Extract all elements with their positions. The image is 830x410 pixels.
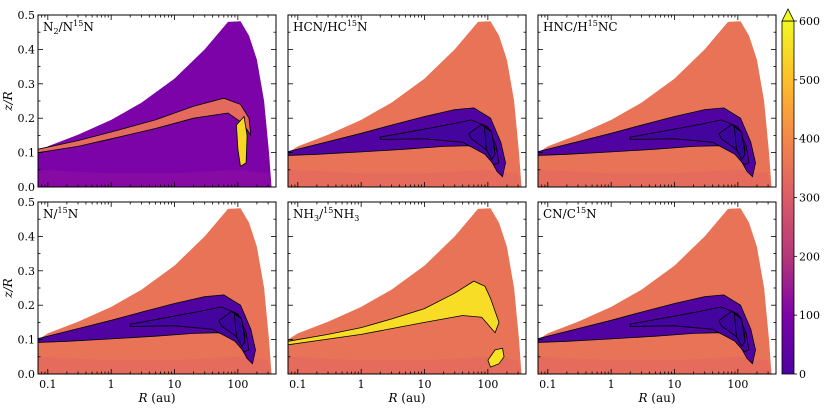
x-tick-label: 100 (727, 378, 748, 391)
x-tick-label: 10 (418, 378, 432, 391)
colorbar-tick-label: 100 (799, 309, 820, 322)
colorbar-tick-label: 200 (799, 250, 820, 263)
depleted-core-contour-200 (629, 306, 750, 353)
y-axis-label: z/R (1, 278, 15, 298)
axis-labels: R (au) R (au) R (au) z/R z/R (1, 91, 676, 405)
x-tick-label: 1 (108, 378, 115, 391)
depleted-spot-contour-100 (733, 312, 746, 348)
depleted-core-contour-200 (379, 119, 500, 166)
colorbar-tick-label: 500 (799, 74, 820, 87)
y-tick-label: 0.1 (18, 147, 36, 160)
midplane-region (538, 169, 772, 187)
enriched-hotspot (487, 347, 505, 368)
x-tick-label: 100 (477, 378, 498, 391)
depleted-spot-contour-100 (483, 125, 496, 161)
x-tick-label: 0.1 (539, 378, 557, 391)
x-axis-label: R (au) (637, 391, 675, 405)
enriched-band-contour (37, 97, 252, 154)
x-tick-label: 10 (168, 378, 182, 391)
colorbar-tick-label: 400 (799, 133, 820, 146)
x-axis-label: R (au) (387, 391, 425, 405)
y-tick-label: 0.3 (18, 265, 36, 278)
panel-n2: 0.0 0.1 0.2 0.3 0.4 0.5 N2​/N15​N (18, 9, 277, 194)
depleted-spot-contour-100 (233, 312, 246, 348)
y-tick-label: 0.5 (18, 9, 36, 22)
x-tick-label: 1 (358, 378, 365, 391)
colorbar-tick-label: 600 (799, 15, 820, 28)
x-axis-label: R (au) (137, 391, 175, 405)
x-tick-label: 10 (668, 378, 682, 391)
midplane-region (288, 356, 522, 374)
enriched-hotspot (235, 115, 248, 168)
enriched-band-contour (287, 280, 500, 346)
colorbar-tick-label: 300 (799, 192, 820, 205)
x-tick-label: 1 (608, 378, 615, 391)
y-tick-label: 0.4 (18, 43, 36, 56)
y-axis-label: z/R (1, 91, 15, 111)
y-tick-label: 0.4 (18, 230, 36, 243)
depleted-core-contour-200 (629, 119, 750, 166)
panel-title: N/15​N (43, 206, 78, 221)
panel-cn: 0.1 1 10 100 CN/C15​N (537, 201, 777, 391)
y-tick-label: 0.2 (18, 299, 36, 312)
panel-grid: 0.00.10.20.30.40.5N2​/N15​NHCN/HC15​NHNC… (18, 9, 777, 391)
panel-nh3: 0.1 1 10 100 NH3​/15​NH3​ (287, 201, 527, 391)
y-tick-label: 0.1 (18, 334, 36, 347)
panel-hnc: HNC/H15​NC (537, 14, 777, 188)
x-tick-label: 0.1 (289, 378, 307, 391)
y-tick-label: 0.5 (18, 196, 36, 209)
depleted-core-contour-200 (129, 306, 250, 353)
panel-title: N2​/N15​N (43, 19, 94, 36)
panel-title: NH3​/15​NH3​ (293, 206, 359, 223)
midplane-region (538, 356, 772, 374)
panel-hcn: HCN/HC15​N (287, 14, 527, 188)
disk-envelope (38, 21, 272, 188)
depleted-spot-contour-100 (733, 125, 746, 161)
panel-title: CN/C15​N (543, 206, 597, 221)
midplane-region (38, 169, 272, 187)
y-tick-label: 0.3 (18, 78, 36, 91)
y-tick-label: 0.2 (18, 112, 36, 125)
midplane-region (288, 169, 522, 187)
x-tick-label: 100 (227, 378, 248, 391)
colorbar-gradient (781, 20, 795, 375)
y-tick-label: 0.0 (18, 368, 36, 381)
colorbar: 0 100 200 300 400 500 600 (781, 8, 820, 381)
colorbar-tick-label: 0 (799, 368, 806, 381)
midplane-region (38, 356, 272, 374)
colorbar-extend-arrow (781, 8, 795, 22)
y-tick-label: 0.0 (18, 181, 36, 194)
panel-title: HNC/H15​NC (543, 19, 618, 34)
panel-title: HCN/HC15​N (293, 19, 368, 34)
x-tick-label: 0.1 (39, 378, 57, 391)
